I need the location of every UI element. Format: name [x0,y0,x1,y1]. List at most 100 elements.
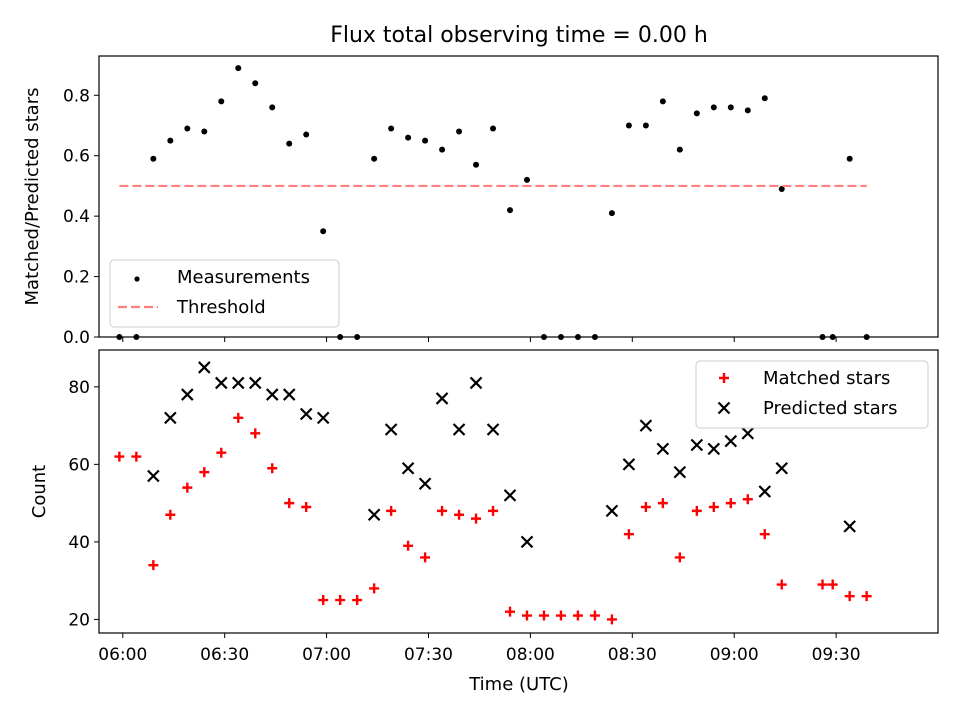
data-point [775,461,789,475]
data-point [133,334,140,340]
data-point [386,505,397,516]
data-point [486,423,500,436]
data-point [164,411,177,425]
data-point [148,560,159,571]
y-tick-label: 80 [68,378,90,398]
x-tick-label: 06:30 [200,645,249,665]
data-point [215,376,228,390]
data-point [367,508,381,522]
legend-label: Matched stars [763,368,890,389]
data-point [741,427,755,440]
data-point [742,494,753,505]
data-point [320,228,327,235]
y-tick-label: 0.4 [63,207,90,227]
data-point [456,128,463,135]
data-point [405,134,412,141]
data-point [167,137,174,144]
data-point [778,185,785,192]
data-point [439,146,446,153]
data-point [231,376,245,390]
data-point [639,419,653,432]
data-point [337,334,344,340]
data-point [452,423,466,436]
chart-title: Flux total observing time = 0.00 h [330,23,708,48]
data-point [201,128,208,135]
data-point [437,505,448,516]
data-point [691,505,702,516]
data-point [538,610,549,621]
data-point [199,467,210,478]
data-point [490,125,497,132]
data-point [843,520,856,533]
data-point [861,591,872,602]
y-tick-label: 0.2 [63,268,90,288]
data-point [640,502,651,513]
data-point [473,161,480,168]
data-point [282,388,296,401]
data-point [252,80,259,87]
data-point [198,361,211,374]
x-axis-label: Time (UTC) [468,674,569,695]
legend-box [695,360,929,429]
legend-swatch [719,373,729,383]
data-point [248,376,262,390]
data-point [606,614,617,625]
data-point [184,125,191,132]
data-point [674,552,685,563]
data-point [727,104,734,111]
legend-swatch [717,401,731,415]
data-point [420,552,431,563]
data-point [265,388,279,401]
data-point [521,610,532,621]
series-predicted-stars [147,361,856,549]
x-tick-label: 07:30 [404,645,453,665]
data-point [708,502,719,513]
data-point [488,505,499,516]
data-point [471,513,482,524]
data-point [520,535,534,549]
y-tick-label: 0.6 [63,147,90,167]
count-panel: 06:00 06:30 07:00 07:30 08:00 08:30 09:00 09:30… [29,349,939,665]
y-tick-label: 0.8 [63,86,90,106]
data-point [114,451,125,462]
data-point [844,591,855,602]
data-point [693,110,700,117]
data-point [656,442,670,456]
data-point [422,137,429,144]
data-point [589,610,600,621]
data-point [286,140,293,147]
data-point [505,606,516,617]
series-measurements [116,65,870,340]
data-point [625,122,632,129]
y-tick-label: 60 [68,455,90,475]
data-point [523,176,530,183]
data-point [759,529,770,540]
data-point [819,334,826,340]
data-point [863,334,870,340]
x-tick-label: 08:30 [608,645,657,665]
data-point [540,334,547,340]
data-point [418,477,432,491]
data-point [846,155,853,162]
y-tick-label: 40 [68,533,90,553]
data-point [235,65,242,72]
data-point [316,411,330,425]
data-point [301,502,312,513]
data-point [299,407,313,421]
data-point [267,463,278,474]
x-tick-label: 08:00 [506,645,555,665]
data-point [676,146,683,153]
data-point [303,131,310,138]
data-point [817,579,828,590]
data-point [335,595,346,606]
data-point [369,583,380,594]
legend: Matched stars Predicted stars [695,360,929,429]
data-point [555,610,566,621]
data-point [758,485,772,498]
x-tick-label: 06:00 [98,645,147,665]
data-point [216,447,227,458]
data-point [150,155,157,162]
data-point [690,438,704,452]
data-point [761,95,768,102]
